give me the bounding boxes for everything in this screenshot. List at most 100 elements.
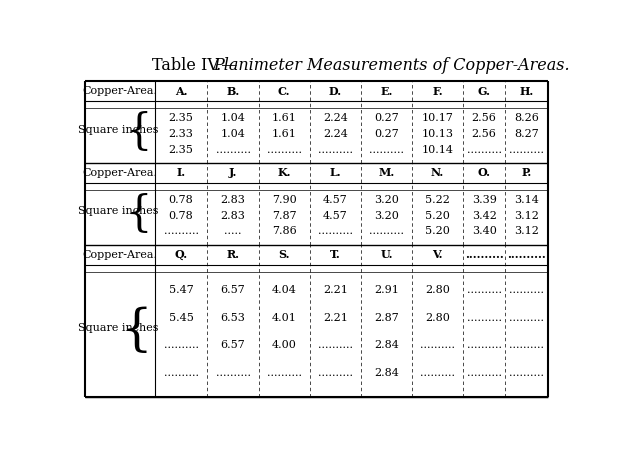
Text: ..........: .......... <box>509 340 544 351</box>
Text: ..........: .......... <box>507 249 546 260</box>
Text: ..........: .......... <box>509 284 544 294</box>
Text: 1.61: 1.61 <box>272 129 297 139</box>
Text: 2.83: 2.83 <box>221 195 245 205</box>
Text: 4.57: 4.57 <box>323 195 348 205</box>
Text: 2.35: 2.35 <box>169 113 193 123</box>
Text: ..........: .......... <box>267 145 302 154</box>
Text: 2.21: 2.21 <box>323 313 348 323</box>
Text: N.: N. <box>431 168 444 178</box>
Text: 3.42: 3.42 <box>472 211 496 221</box>
Text: U.: U. <box>380 249 392 260</box>
Text: 6.57: 6.57 <box>221 284 245 294</box>
Text: 5.45: 5.45 <box>169 313 193 323</box>
Text: I.: I. <box>177 168 185 178</box>
Text: 0.78: 0.78 <box>169 195 193 205</box>
Text: Square inches: Square inches <box>78 207 159 217</box>
Text: J.: J. <box>229 168 237 178</box>
Text: 2.24: 2.24 <box>323 113 348 123</box>
Text: ..........: .......... <box>369 226 404 236</box>
Text: 2.84: 2.84 <box>374 340 399 351</box>
Text: ..........: .......... <box>318 145 353 154</box>
Text: 2.87: 2.87 <box>374 313 399 323</box>
Text: R.: R. <box>227 249 240 260</box>
Text: 1.61: 1.61 <box>272 113 297 123</box>
Text: 4.04: 4.04 <box>272 284 297 294</box>
Text: M.: M. <box>378 168 395 178</box>
Text: 10.17: 10.17 <box>421 113 454 123</box>
Text: ..........: .......... <box>467 313 502 323</box>
Text: 3.40: 3.40 <box>472 226 496 236</box>
Text: 5.20: 5.20 <box>425 226 450 236</box>
Text: 1.04: 1.04 <box>221 129 245 139</box>
Text: ..........: .......... <box>420 340 455 351</box>
Text: ..........: .......... <box>509 145 544 154</box>
Text: ..........: .......... <box>318 368 353 378</box>
Text: ..........: .......... <box>267 368 302 378</box>
Text: ..........: .......... <box>509 368 544 378</box>
Text: ..........: .......... <box>467 145 502 154</box>
Text: B.: B. <box>226 86 240 97</box>
Text: 2.33: 2.33 <box>169 129 193 139</box>
Text: 3.12: 3.12 <box>514 226 539 236</box>
Text: 5.47: 5.47 <box>169 284 193 294</box>
Text: P.: P. <box>522 168 532 178</box>
Text: ..........: .......... <box>369 145 404 154</box>
Text: {: { <box>126 111 153 153</box>
Text: F.: F. <box>433 86 443 97</box>
Text: Square inches: Square inches <box>78 125 159 135</box>
Text: 0.78: 0.78 <box>169 211 193 221</box>
Text: A.: A. <box>175 86 187 97</box>
Text: 6.57: 6.57 <box>221 340 245 351</box>
Text: 4.57: 4.57 <box>323 211 348 221</box>
Text: 2.80: 2.80 <box>425 284 450 294</box>
Text: L.: L. <box>329 168 341 178</box>
Text: .....: ..... <box>224 226 242 236</box>
Text: G.: G. <box>478 86 491 97</box>
Text: 3.39: 3.39 <box>472 195 496 205</box>
Text: T.: T. <box>330 249 341 260</box>
Text: 2.56: 2.56 <box>472 129 496 139</box>
Text: Q.: Q. <box>174 249 188 260</box>
Text: E.: E. <box>380 86 392 97</box>
Text: 1.04: 1.04 <box>221 113 245 123</box>
Text: 2.35: 2.35 <box>169 145 193 154</box>
Text: {: { <box>121 306 153 356</box>
Text: 5.20: 5.20 <box>425 211 450 221</box>
Text: Copper-Area.: Copper-Area. <box>82 168 158 178</box>
Text: ..........: .......... <box>164 226 198 236</box>
Text: K.: K. <box>277 168 291 178</box>
Text: 10.13: 10.13 <box>421 129 454 139</box>
Text: 7.90: 7.90 <box>272 195 297 205</box>
Text: H.: H. <box>520 86 534 97</box>
Text: 3.14: 3.14 <box>514 195 539 205</box>
Text: D.: D. <box>329 86 342 97</box>
Text: V.: V. <box>433 249 443 260</box>
Text: 0.27: 0.27 <box>374 129 399 139</box>
Text: 0.27: 0.27 <box>374 113 399 123</box>
Text: 4.00: 4.00 <box>272 340 297 351</box>
Text: ..........: .......... <box>509 313 544 323</box>
Text: ..........: .......... <box>465 249 504 260</box>
Text: Planimeter Measurements of Copper-Areas.: Planimeter Measurements of Copper-Areas. <box>213 58 569 74</box>
Text: ..........: .......... <box>467 284 502 294</box>
Text: 2.83: 2.83 <box>221 211 245 221</box>
Text: 2.84: 2.84 <box>374 368 399 378</box>
Text: ..........: .......... <box>216 145 250 154</box>
Text: C.: C. <box>278 86 290 97</box>
Text: ..........: .......... <box>318 226 353 236</box>
Text: 3.12: 3.12 <box>514 211 539 221</box>
Text: 3.20: 3.20 <box>374 195 399 205</box>
Text: Copper-Area.: Copper-Area. <box>82 250 158 260</box>
Text: 8.27: 8.27 <box>514 129 539 139</box>
Text: 7.86: 7.86 <box>272 226 297 236</box>
Text: 4.01: 4.01 <box>272 313 297 323</box>
Text: ..........: .......... <box>216 368 250 378</box>
Text: ..........: .......... <box>467 340 502 351</box>
Text: O.: O. <box>478 168 491 178</box>
Text: S.: S. <box>279 249 290 260</box>
Text: 2.56: 2.56 <box>472 113 496 123</box>
Text: Table IV.—: Table IV.— <box>153 58 238 74</box>
Text: ..........: .......... <box>164 340 198 351</box>
Text: 2.21: 2.21 <box>323 284 348 294</box>
Text: 3.20: 3.20 <box>374 211 399 221</box>
